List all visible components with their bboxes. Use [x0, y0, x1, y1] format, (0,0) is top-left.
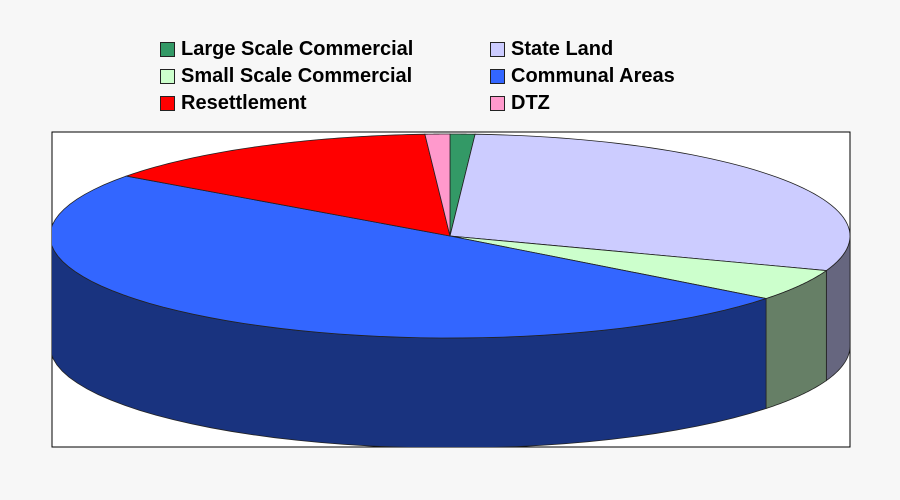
legend-swatch [160, 41, 175, 57]
legend-item-state-land: State Land [490, 38, 720, 60]
legend-label: Resettlement [181, 91, 307, 114]
legend-item-communal-areas: Communal Areas [490, 65, 720, 87]
legend-item-resettlement: Resettlement [160, 92, 490, 114]
legend: Large Scale Commercial State Land Small … [160, 38, 720, 114]
legend-swatch [490, 41, 505, 57]
legend-swatch [490, 95, 505, 111]
legend-label: State Land [511, 37, 614, 60]
pie-slice-dtz [424, 133, 451, 237]
legend-item-large-scale-commercial: Large Scale Commercial [160, 38, 490, 60]
pie-slice-resettlement [124, 133, 451, 237]
legend-swatch [160, 95, 175, 111]
legend-item-dtz: DTZ [490, 92, 720, 114]
legend-item-small-scale-commercial: Small Scale Commercial [160, 65, 490, 87]
legend-label: Large Scale Commercial [181, 37, 414, 60]
legend-label: Small Scale Commercial [181, 64, 413, 87]
legend-swatch [160, 68, 175, 84]
pie-slice-communal-areas [52, 175, 767, 339]
legend-swatch [490, 68, 505, 84]
pie-slice-small-scale-commercial [449, 235, 828, 299]
legend-label: Communal Areas [511, 64, 675, 87]
legend-label: DTZ [511, 91, 550, 114]
pie-slice-state-land [449, 133, 850, 271]
